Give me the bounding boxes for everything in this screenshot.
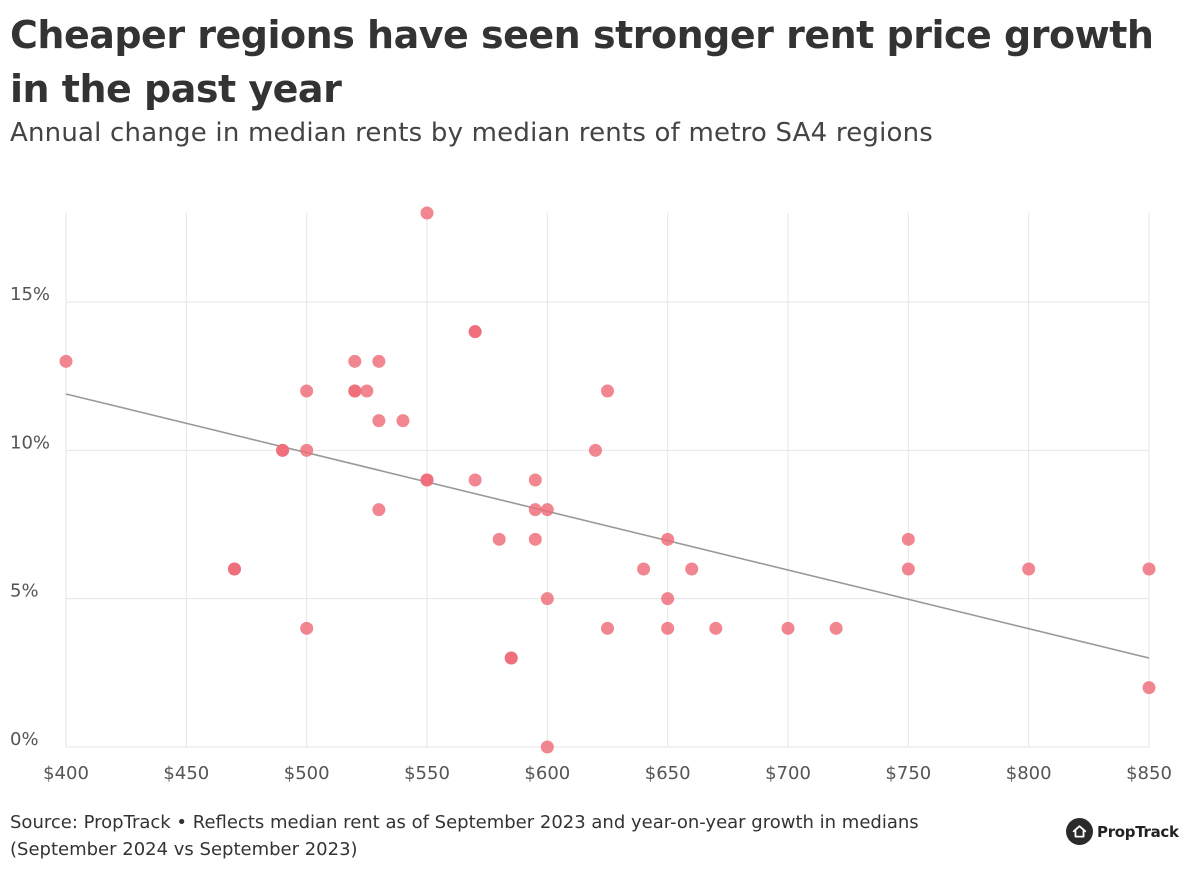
data-point	[601, 384, 614, 398]
trendline-layer	[65, 393, 1150, 659]
gridlines	[65, 213, 1150, 748]
data-point	[348, 384, 362, 398]
scatter-chart: $400 $450 $500 $550 $600 $650 $700 $750 $800 $850…	[10, 206, 1172, 784]
data-point	[661, 592, 675, 606]
house-icon	[1066, 818, 1093, 845]
y-tick-label: 0%	[10, 729, 39, 750]
x-axis-ticks: $400 $450 $500 $550 $600 $650 $700 $750 $800 $850	[43, 763, 1172, 784]
chart-subtitle: Annual change in median rents by median …	[10, 118, 934, 148]
chart-title: Cheaper regions have seen stronger rent …	[10, 13, 1154, 111]
data-point	[372, 503, 386, 517]
data-point	[540, 592, 554, 606]
data-point	[348, 354, 362, 368]
data-point	[588, 443, 602, 457]
data-point	[637, 562, 651, 576]
y-tick-label: 15%	[10, 284, 50, 305]
data-point	[528, 503, 542, 517]
x-tick-label: $400	[43, 763, 89, 784]
data-point	[227, 562, 241, 576]
data-point	[468, 473, 482, 487]
data-point	[372, 414, 386, 428]
data-point	[420, 473, 434, 487]
x-tick-label: $450	[163, 763, 209, 784]
data-point	[781, 621, 795, 635]
data-point	[468, 325, 482, 339]
data-point	[360, 384, 374, 398]
y-axis-ticks: 0% 5% 10% 15%	[10, 284, 50, 750]
data-point	[1142, 681, 1156, 695]
data-point	[685, 562, 699, 576]
x-tick-label: $850	[1126, 763, 1172, 784]
data-point	[1142, 562, 1156, 576]
data-points	[59, 206, 1156, 754]
proptrack-logo: PropTrack	[1066, 818, 1179, 845]
data-point	[504, 651, 518, 665]
data-point	[901, 532, 915, 546]
source-note: Source: PropTrack • Reflects median rent…	[10, 812, 919, 860]
x-tick-label: $750	[885, 763, 931, 784]
data-point	[528, 532, 542, 546]
data-point	[300, 443, 314, 457]
data-point	[540, 503, 554, 517]
data-point	[528, 473, 542, 487]
data-point	[901, 562, 915, 576]
data-point	[709, 621, 723, 635]
data-point	[661, 621, 675, 635]
data-point	[276, 443, 290, 457]
data-point	[601, 621, 614, 635]
data-point	[372, 354, 386, 368]
x-tick-label: $500	[284, 763, 330, 784]
data-point	[540, 740, 554, 754]
data-point	[300, 621, 314, 635]
brand-name: PropTrack	[1097, 822, 1179, 841]
data-point	[396, 414, 410, 428]
data-point	[661, 532, 675, 546]
x-tick-label: $800	[1006, 763, 1052, 784]
y-tick-label: 5%	[10, 581, 39, 602]
trend-line	[65, 393, 1150, 659]
x-tick-label: $550	[404, 763, 450, 784]
data-point	[1022, 562, 1036, 576]
data-point	[829, 621, 843, 635]
y-tick-label: 10%	[10, 432, 50, 453]
data-point	[420, 206, 434, 220]
x-tick-label: $650	[645, 763, 691, 784]
x-tick-label: $600	[524, 763, 570, 784]
data-point	[492, 532, 506, 546]
data-point	[59, 354, 73, 368]
data-point	[300, 384, 314, 398]
x-tick-label: $700	[765, 763, 811, 784]
